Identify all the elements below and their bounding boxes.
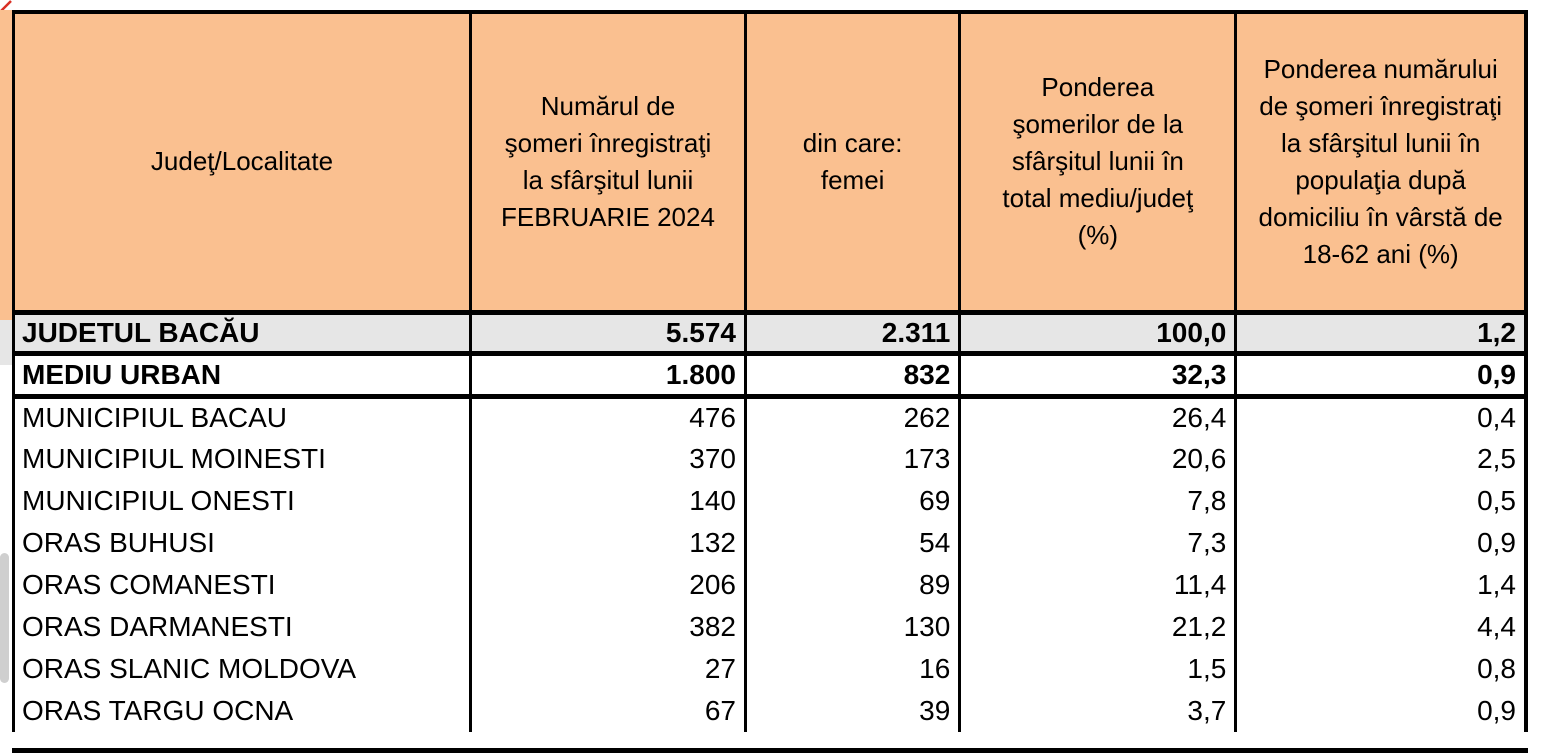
total-unemployed-cell: 140 [468,480,747,522]
table-row: ORAS BUHUSI 132 54 7,3 0,9 [12,522,1528,564]
table-row: ORAS TARGU OCNA 67 39 3,7 0,9 [12,690,1528,732]
women-cell: 130 [743,606,962,648]
column-header-women: din care: femei [743,10,962,315]
share-population-cell: 0,9 [1234,353,1528,399]
total-unemployed-cell: 476 [468,396,747,438]
total-unemployed-cell: 206 [468,564,747,606]
table-row: MEDIU URBAN 1.800 832 32,3 0,9 [12,353,1528,399]
locality-cell: MEDIU URBAN [12,353,472,399]
share-medium-cell: 1,5 [958,648,1238,690]
share-medium-cell: 3,7 [958,690,1238,732]
share-population-cell: 0,9 [1234,690,1528,732]
table-row: MUNICIPIUL MOINESTI 370 173 20,6 2,5 [12,438,1528,480]
share-population-cell: 1,2 [1234,312,1528,356]
left-bleed-header [0,10,12,320]
total-unemployed-cell: 382 [468,606,747,648]
total-unemployed-cell: 370 [468,438,747,480]
table-row: ORAS COMANESTI 206 89 11,4 1,4 [12,564,1528,606]
share-population-cell: 2,5 [1234,438,1528,480]
vertical-scrollbar-thumb[interactable] [0,553,9,683]
women-cell: 54 [743,522,962,564]
women-cell: 39 [743,690,962,732]
women-cell: 262 [743,396,962,438]
share-medium-cell: 26,4 [958,396,1238,438]
share-medium-cell: 100,0 [958,312,1238,356]
next-section-border [12,748,1528,753]
locality-cell: MUNICIPIUL ONESTI [12,480,472,522]
women-cell: 2.311 [743,312,962,356]
table-row: ORAS DARMANESTI 382 130 21,2 4,4 [12,606,1528,648]
women-cell: 832 [743,353,962,399]
total-unemployed-cell: 5.574 [468,312,747,356]
table-row: JUDETUL BACĂU 5.574 2.311 100,0 1,2 [12,312,1528,356]
locality-cell: ORAS DARMANESTI [12,606,472,648]
table-row: ORAS SLANIC MOLDOVA 27 16 1,5 0,8 [12,648,1528,690]
total-unemployed-cell: 67 [468,690,747,732]
share-medium-cell: 20,6 [958,438,1238,480]
share-population-cell: 0,8 [1234,648,1528,690]
column-header-total-unemployed: Numărul de şomeri înregistraţi la sfârşi… [468,10,747,315]
left-bleed-county-row [0,320,12,365]
share-population-cell: 4,4 [1234,606,1528,648]
women-cell: 89 [743,564,962,606]
total-unemployed-cell: 1.800 [468,353,747,399]
locality-cell: ORAS TARGU OCNA [12,690,472,732]
share-population-cell: 0,9 [1234,522,1528,564]
share-medium-cell: 11,4 [958,564,1238,606]
total-unemployed-cell: 27 [468,648,747,690]
share-population-cell: 0,5 [1234,480,1528,522]
women-cell: 16 [743,648,962,690]
column-header-share-medium: Ponderea şomerilor de la sfârşitul lunii… [958,10,1238,315]
table-row: MUNICIPIUL BACAU 476 262 26,4 0,4 [12,396,1528,438]
share-medium-cell: 21,2 [958,606,1238,648]
share-medium-cell: 7,8 [958,480,1238,522]
unemployment-table: Judeţ/Localitate Numărul de şomeri înreg… [12,10,1528,732]
header-row: Judeţ/Localitate Numărul de şomeri înreg… [12,10,1528,315]
share-medium-cell: 7,3 [958,522,1238,564]
locality-cell: MUNICIPIUL BACAU [12,396,472,438]
red-corner-mark [0,0,12,12]
column-header-share-population: Ponderea numărului de şomeri înregistraţ… [1234,10,1528,315]
locality-cell: ORAS SLANIC MOLDOVA [12,648,472,690]
share-population-cell: 1,4 [1234,564,1528,606]
locality-cell: MUNICIPIUL MOINESTI [12,438,472,480]
table-row: MUNICIPIUL ONESTI 140 69 7,8 0,5 [12,480,1528,522]
total-unemployed-cell: 132 [468,522,747,564]
women-cell: 69 [743,480,962,522]
locality-cell: ORAS COMANESTI [12,564,472,606]
column-header-locality: Judeţ/Localitate [12,10,472,315]
locality-cell: ORAS BUHUSI [12,522,472,564]
table-body: JUDETUL BACĂU 5.574 2.311 100,0 1,2 MEDI… [12,312,1528,732]
share-medium-cell: 32,3 [958,353,1238,399]
women-cell: 173 [743,438,962,480]
share-population-cell: 0,4 [1234,396,1528,438]
locality-cell: JUDETUL BACĂU [12,312,472,356]
